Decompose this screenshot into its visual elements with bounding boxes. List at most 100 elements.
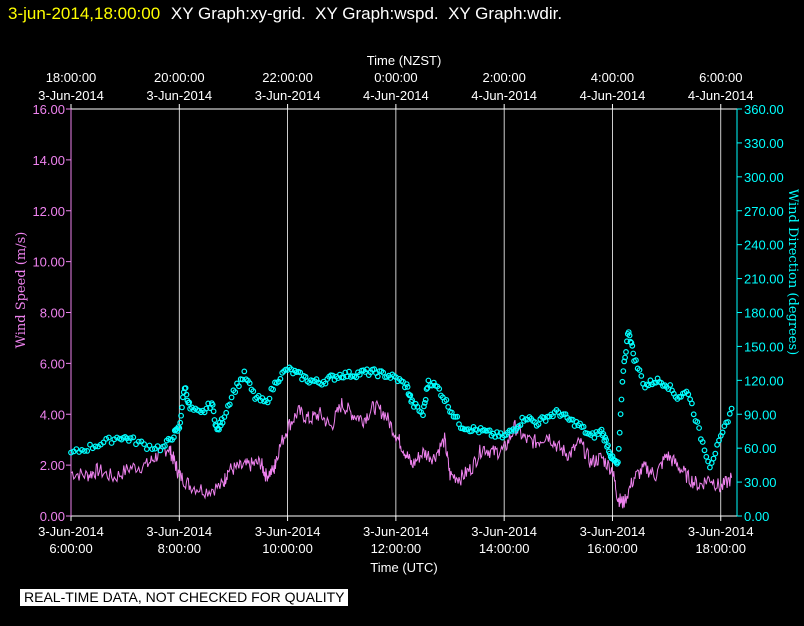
- wind-direction-point: [629, 342, 636, 349]
- wind-direction-point: [232, 389, 239, 396]
- wind-direction-point: [364, 366, 370, 373]
- x-top-tick-date: 3-Jun-2014: [38, 88, 104, 103]
- wind-direction-point: [618, 396, 625, 403]
- x-bottom-tick-time: 16:00:00: [587, 541, 638, 556]
- wind-direction-point: [84, 448, 91, 454]
- y-right-tick-label: 210.00: [744, 272, 784, 287]
- wind-direction-point: [146, 442, 153, 449]
- wind-direction-point: [667, 382, 674, 388]
- wind-direction-point: [694, 419, 701, 425]
- x-bottom-tick-time: 8:00:00: [158, 541, 201, 556]
- wind-direction-point: [625, 329, 632, 336]
- y-right-tick-label: 90.00: [744, 407, 777, 422]
- wind-direction-point: [726, 410, 733, 417]
- wind-direction-point: [211, 417, 218, 423]
- wind-direction-point: [421, 400, 428, 406]
- y-left-tick-label: 6.00: [40, 356, 65, 371]
- wind-direction-point: [716, 437, 722, 444]
- y-right-tick-label: 360.00: [744, 102, 784, 117]
- x-top-tick-time: 6:00:00: [699, 70, 742, 85]
- wind-direction-point: [616, 429, 623, 436]
- x-bottom-tick-date: 3-Jun-2014: [255, 524, 321, 539]
- wind-direction-point: [114, 434, 120, 441]
- wind-direction-point: [628, 339, 635, 346]
- wind-direction-point: [297, 369, 304, 376]
- x-bottom-tick-time: 12:00:00: [371, 541, 422, 556]
- y-left-tick-label: 16.00: [32, 102, 65, 117]
- wind-direction-point: [346, 368, 352, 375]
- wind-direction-point: [685, 391, 692, 398]
- wind-direction-point: [177, 419, 184, 426]
- wind-direction-point: [105, 434, 112, 441]
- wind-direction-point: [223, 409, 230, 416]
- wind-direction-point: [270, 386, 277, 393]
- wind-direction-point: [407, 392, 414, 399]
- wind-direction-point: [617, 411, 624, 418]
- x-top-tick-time: 20:00:00: [154, 70, 205, 85]
- wind-direction-point: [226, 401, 233, 408]
- wind-direction-point: [78, 447, 85, 453]
- x-top-tick-time: 2:00:00: [482, 70, 525, 85]
- wind-direction-point: [603, 437, 609, 443]
- wind-direction-point: [266, 395, 273, 402]
- wind-direction-point: [638, 373, 645, 379]
- wind-direction-point: [696, 425, 702, 431]
- x-bottom-tick-date: 3-Jun-2014: [580, 524, 646, 539]
- wind-direction-point: [633, 357, 639, 364]
- wind-direction-point: [605, 442, 611, 449]
- wind-direction-point: [68, 449, 74, 456]
- x-top-tick-time: 22:00:00: [262, 70, 313, 85]
- wind-direction-point: [436, 385, 443, 392]
- wind-speed-line: [70, 398, 733, 509]
- wind-direction-point: [219, 419, 226, 426]
- wind-direction-point: [620, 368, 627, 375]
- wind-direction-point: [404, 384, 411, 390]
- y-right-tick-label: 270.00: [744, 204, 784, 219]
- y-right-tick-label: 240.00: [744, 238, 784, 253]
- y-left-tick-label: 4.00: [40, 407, 65, 422]
- wind-direction-point: [421, 403, 427, 410]
- wind-direction-point: [443, 397, 450, 403]
- wind-direction-point: [517, 422, 524, 429]
- wind-direction-point: [689, 400, 695, 407]
- x-top-tick-time: 18:00:00: [46, 70, 97, 85]
- wind-direction-point: [100, 439, 107, 446]
- x-top-tick-date: 4-Jun-2014: [688, 88, 754, 103]
- wind-direction-point: [186, 399, 193, 406]
- y-left-tick-label: 14.00: [32, 153, 65, 168]
- wind-direction-point: [701, 447, 708, 454]
- x-top-tick-time: 4:00:00: [591, 70, 634, 85]
- wind-direction-point: [622, 354, 628, 361]
- y-left-tick-label: 12.00: [32, 204, 65, 219]
- wind-direction-point: [92, 443, 99, 450]
- x-bottom-tick-time: 14:00:00: [479, 541, 530, 556]
- y-right-tick-label: 330.00: [744, 136, 784, 151]
- wind-direction-point: [486, 427, 493, 434]
- wind-direction-point: [228, 394, 235, 401]
- wind-direction-point: [619, 378, 626, 385]
- wind-direction-point: [239, 376, 246, 383]
- y-left-tick-label: 8.00: [40, 306, 65, 321]
- wind-direction-point: [703, 453, 710, 460]
- y-right-tick-label: 0.00: [744, 509, 769, 524]
- wind-direction-point: [615, 445, 622, 452]
- wind-direction-point: [719, 429, 726, 436]
- x-top-tick-time: 0:00:00: [374, 70, 417, 85]
- y-left-tick-label: 2.00: [40, 458, 65, 473]
- wind-direction-point: [630, 350, 637, 357]
- wind-direction-point: [141, 441, 148, 448]
- wind-direction-point: [403, 381, 410, 388]
- x-top-tick-date: 4-Jun-2014: [580, 88, 646, 103]
- wind-direction-point: [591, 434, 598, 441]
- y-left-tick-label: 10.00: [32, 255, 65, 270]
- wind-direction-point: [81, 448, 88, 454]
- y-right-tick-label: 30.00: [744, 475, 777, 490]
- wind-direction-point: [645, 382, 652, 389]
- wind-direction-point: [157, 447, 164, 454]
- x-bottom-tick-time: 6:00:00: [49, 541, 92, 556]
- wind-direction-point: [87, 441, 93, 448]
- wind-direction-point: [250, 388, 257, 395]
- y-right-tick-label: 180.00: [744, 306, 784, 321]
- x-top-tick-date: 4-Jun-2014: [363, 88, 429, 103]
- wind-direction-point: [277, 375, 284, 382]
